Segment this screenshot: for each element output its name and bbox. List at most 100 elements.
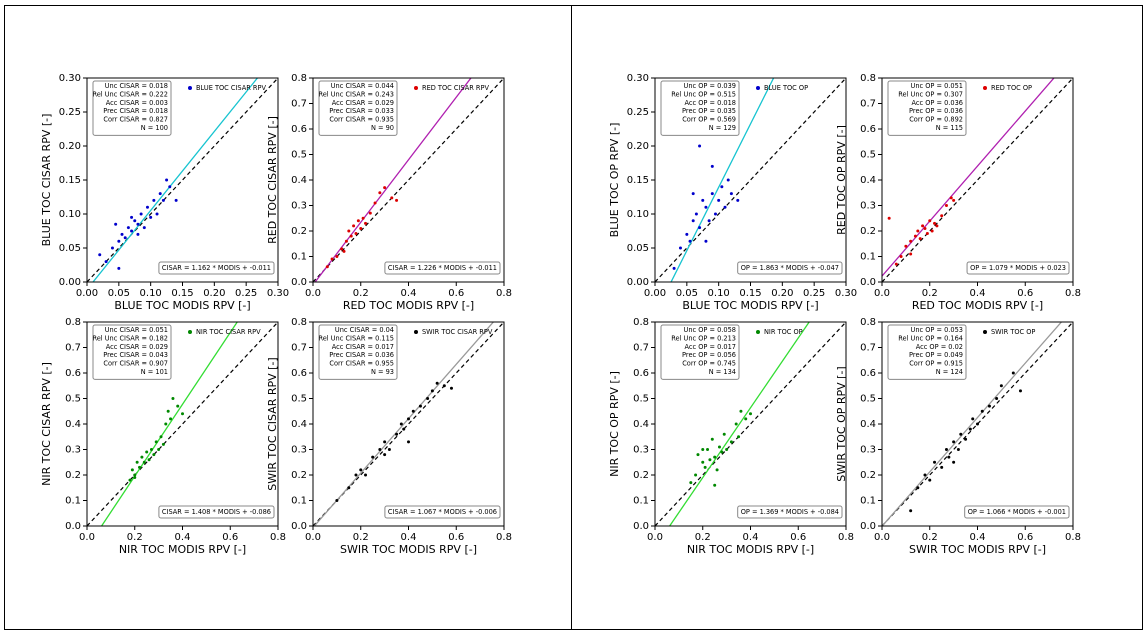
x-tick-label: 0.4	[743, 532, 759, 543]
stats-box	[318, 80, 398, 136]
y-tick-label: 0.6	[291, 124, 307, 135]
point	[352, 224, 356, 228]
x-tick-label: 0.2	[695, 532, 711, 543]
y-tick-label: 0.8	[291, 73, 307, 84]
point	[710, 192, 714, 196]
y-tick-label: 0.1	[633, 496, 649, 507]
y-tick-label: 0.25	[59, 107, 81, 118]
point	[933, 221, 937, 225]
point	[694, 473, 698, 477]
point	[449, 386, 453, 390]
stats-line: Prec OP = 0.056	[682, 351, 736, 359]
point	[739, 409, 743, 413]
point	[347, 486, 351, 490]
plot-frame	[312, 77, 505, 283]
point	[1011, 371, 1015, 375]
point	[407, 440, 410, 444]
fit-line	[314, 78, 472, 282]
y-tick-label: 0.8	[633, 317, 649, 328]
subplot: 0.00 0.05 0.10 0.15 0.20 0.25 0.30 0.00 0.05 0.10…	[40, 73, 289, 312]
point	[166, 409, 170, 413]
y-tick-label: 0.4	[860, 175, 876, 186]
point	[964, 437, 968, 441]
point	[916, 229, 920, 233]
x-tick-label: 0.30	[835, 288, 857, 299]
point	[130, 468, 134, 472]
stats-line: Rel Unc CISAR = 0.222	[92, 90, 168, 98]
x-tick-label: 0.2	[127, 532, 143, 543]
stats-box	[318, 324, 398, 380]
point	[152, 453, 156, 457]
y-tick-label: 0.05	[59, 243, 81, 254]
point	[944, 204, 948, 207]
point	[715, 468, 719, 472]
y-tick-label: 0.5	[291, 150, 307, 161]
point	[426, 397, 430, 400]
point	[987, 404, 991, 408]
point	[171, 397, 175, 400]
point	[120, 232, 124, 236]
fit-label: CISAR = 1.226 * MODIS + -0.011	[388, 264, 497, 272]
point	[133, 219, 137, 223]
point	[736, 198, 740, 202]
point	[928, 219, 932, 223]
fit-label: CISAR = 1.162 * MODIS + -0.011	[162, 264, 271, 272]
stats-line: Acc OP = 0.018	[684, 99, 736, 107]
x-tick-label: 0.2	[922, 288, 938, 299]
x-tick-label: 0.6	[1017, 288, 1033, 299]
legend-label: NIR TOC OP	[764, 328, 803, 336]
stats-line: Corr OP = 0.892	[909, 116, 963, 124]
subplot: 0.0 0.2 0.4 0.6 0.8 0.0 0.1 0.2 0.3 0.4 0.5 0.6 0.7 0…	[266, 73, 512, 312]
stats-line: Acc CISAR = 0.003	[106, 99, 168, 107]
legend-label: BLUE TOC CISAR RPV	[196, 84, 266, 92]
point	[971, 417, 975, 421]
y-tick-label: 0.15	[59, 175, 81, 186]
stats-line: Acc OP = 0.02	[916, 343, 963, 351]
subplot: 0.0 0.2 0.4 0.6 0.8 0.0 0.1 0.2 0.3 0.4 0.5 0.6 0.7 0…	[608, 317, 854, 556]
y-tick-label: 0.4	[291, 419, 307, 430]
y-axis-label: RED TOC OP RPV [-]	[835, 125, 848, 235]
one-to-one-line	[87, 322, 278, 526]
stats-line: N = 129	[709, 124, 736, 132]
point	[691, 192, 695, 196]
stats-line: Acc OP = 0.036	[911, 99, 963, 107]
y-axis-label: SWIR TOC CISAR RPV [-]	[266, 357, 279, 490]
point	[442, 384, 446, 388]
point	[373, 201, 377, 205]
point	[717, 198, 721, 202]
stats-line: Acc CISAR = 0.017	[332, 343, 394, 351]
point	[921, 224, 925, 228]
point	[909, 509, 913, 513]
x-tick-label: 0.20	[203, 288, 225, 299]
x-tick-label: 0.00	[76, 288, 98, 299]
stats-line: Unc OP = 0.039	[684, 82, 737, 90]
y-tick-label: 0.4	[65, 419, 81, 430]
x-tick-label: 0.6	[1017, 532, 1033, 543]
plot-frame	[654, 321, 847, 527]
point	[928, 478, 932, 482]
plot-area	[87, 322, 278, 526]
stats-line: Unc CISAR = 0.044	[331, 82, 394, 90]
y-tick-label: 0.05	[627, 243, 649, 254]
stats-line: Prec CISAR = 0.043	[103, 351, 168, 359]
one-to-one-line	[882, 78, 1073, 282]
legend-label: SWIR TOC CISAR RPV	[422, 328, 493, 336]
stats-box	[92, 80, 172, 136]
point	[717, 445, 721, 449]
stats-line: Prec CISAR = 0.018	[103, 107, 168, 115]
y-tick-label: 0.6	[860, 124, 876, 135]
x-axis-label: SWIR TOC MODIS RPV [-]	[909, 543, 1046, 556]
point	[952, 460, 956, 464]
x-tick-label: 0.6	[448, 532, 464, 543]
point	[181, 412, 184, 416]
x-tick-label: 0.8	[838, 532, 854, 543]
point	[149, 215, 153, 219]
y-tick-label: 0.6	[633, 368, 649, 379]
legend-marker	[983, 86, 987, 90]
point	[147, 458, 151, 462]
point	[723, 205, 727, 209]
point	[364, 473, 368, 477]
x-tick-label: 0.00	[644, 288, 666, 299]
stats-line: Corr CISAR = 0.907	[103, 360, 168, 368]
